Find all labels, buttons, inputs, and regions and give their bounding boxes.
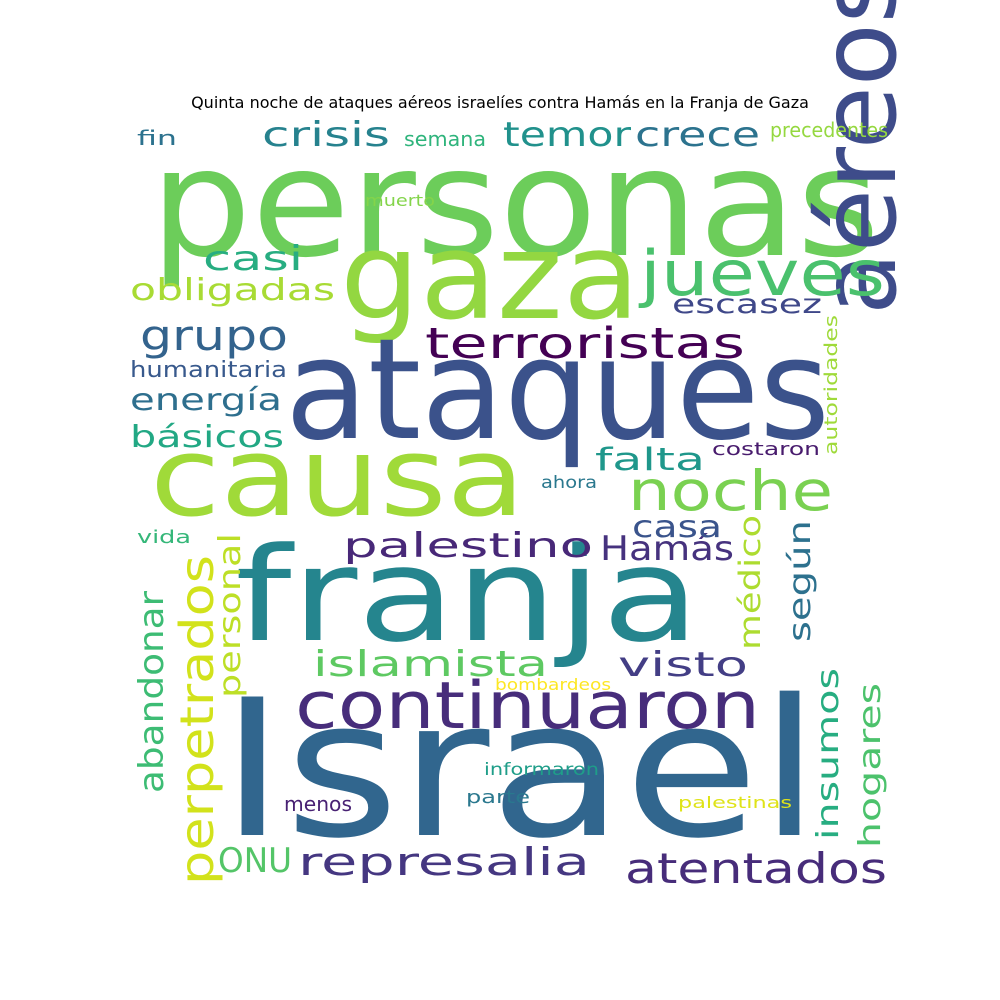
word-30: abandonar bbox=[132, 591, 172, 793]
word-17: obligadas bbox=[130, 273, 335, 308]
word-10: continuaron bbox=[295, 669, 760, 744]
word-33: insumos bbox=[811, 668, 846, 840]
word-20: básicos bbox=[130, 420, 284, 455]
word-8: jueves bbox=[638, 237, 885, 310]
word-49: precedentes bbox=[770, 118, 888, 142]
word-3: ataques bbox=[285, 309, 830, 472]
word-9: noche bbox=[628, 459, 833, 523]
word-5: franja bbox=[235, 519, 700, 671]
word-34: hogares bbox=[853, 683, 888, 848]
word-14: crece bbox=[635, 115, 760, 155]
word-38: autoridades bbox=[821, 315, 842, 455]
word-36: atentados bbox=[625, 844, 887, 893]
word-7: aéreos bbox=[798, 0, 920, 315]
word-31: personal bbox=[213, 533, 248, 698]
word-13: temor bbox=[503, 115, 631, 155]
word-11: terroristas bbox=[425, 319, 745, 369]
word-43: informaron bbox=[484, 760, 599, 780]
word-24: Hamás bbox=[600, 529, 734, 569]
word-19: energía bbox=[130, 383, 282, 418]
word-46: palestinas bbox=[678, 793, 792, 812]
word-23: palestino bbox=[343, 526, 593, 566]
word-45: menos bbox=[284, 792, 352, 816]
word-26: según bbox=[783, 520, 818, 642]
word-37: ONU bbox=[218, 841, 292, 881]
word-35: represalia bbox=[298, 840, 590, 884]
word-28: visto bbox=[618, 645, 748, 685]
word-15: crisis bbox=[262, 115, 390, 155]
word-32: médico bbox=[733, 515, 767, 650]
word-27: islamista bbox=[313, 644, 548, 685]
word-1: personas bbox=[150, 117, 880, 291]
word-16: casi bbox=[203, 239, 303, 279]
word-29: perpetrados bbox=[170, 555, 224, 885]
word-48: semana bbox=[404, 127, 486, 151]
word-47: fin bbox=[137, 126, 177, 150]
cloud-title: Quinta noche de ataques aéreos israelíes… bbox=[191, 93, 809, 112]
word-6: Israel bbox=[220, 659, 820, 880]
word-44: parte bbox=[466, 787, 530, 808]
word-2: gaza bbox=[340, 208, 640, 347]
word-50: muerto bbox=[365, 191, 435, 210]
word-18: escasez bbox=[672, 289, 822, 320]
word-4: causa bbox=[150, 413, 525, 541]
word-12: grupo bbox=[140, 311, 288, 360]
word-39: costaron bbox=[712, 439, 820, 460]
word-21: humanitaria bbox=[130, 358, 287, 383]
word-41: vida bbox=[137, 527, 191, 548]
word-25: casa bbox=[632, 510, 722, 545]
word-22: falta bbox=[595, 442, 705, 478]
word-40: ahora bbox=[541, 473, 597, 493]
word-42: bombardeos bbox=[495, 675, 611, 694]
